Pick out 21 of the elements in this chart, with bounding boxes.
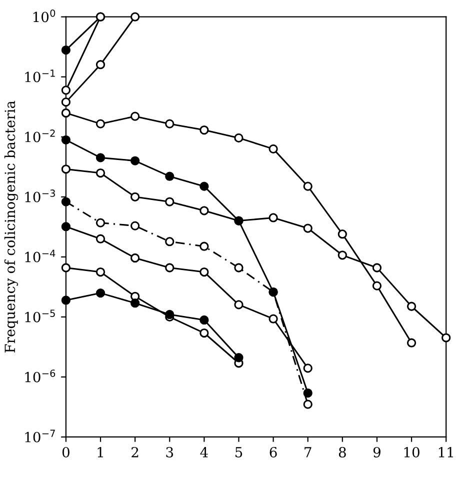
- x-tick-label: 7: [304, 447, 312, 458]
- y-tick-label: 10$^{−1}$: [25, 70, 55, 82]
- x-tick-label: 1: [98, 446, 103, 458]
- x-tick-label: 8: [338, 446, 346, 458]
- x-tick-label: 3: [166, 446, 174, 458]
- y-tick-label: 10$^{−4}$: [25, 250, 56, 262]
- x-tick-label: 0: [62, 446, 70, 458]
- y-tick-label: 10$^{−3}$: [25, 190, 55, 202]
- y-axis-title: Frequency of colicinogenic bacteria: [4, 100, 18, 353]
- x-tick-label: 4: [200, 446, 208, 458]
- x-tick-label: 10: [404, 446, 420, 458]
- x-tick-label: 11: [438, 446, 453, 458]
- y-tick-label: 10$^{−5}$: [25, 310, 55, 322]
- x-tick-label: 6: [270, 446, 277, 458]
- x-tick-label: 9: [373, 446, 380, 458]
- y-tick-label: 10$^{0}$: [33, 9, 56, 22]
- y-tick-label: 10$^{−7}$: [25, 430, 55, 442]
- y-tick-label: 10$^{−2}$: [25, 130, 55, 142]
- y-tick-label: 10$^{−6}$: [25, 370, 56, 382]
- x-tick-label: 2: [132, 446, 138, 458]
- x-tick-label: 5: [236, 447, 242, 458]
